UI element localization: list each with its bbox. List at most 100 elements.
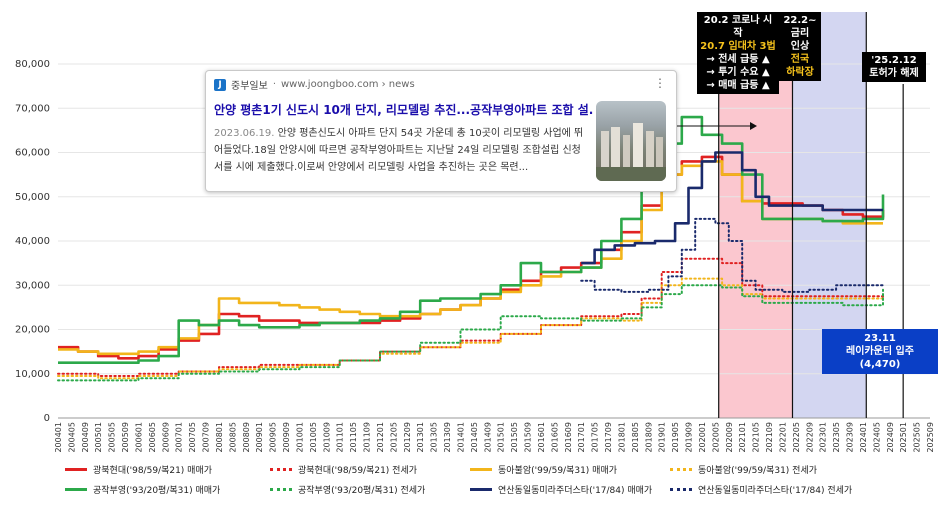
x-tick-label: 202305: [832, 422, 841, 453]
y-tick-label: 40,000: [15, 236, 50, 247]
permit-lift-annotation: '25.2.12 토허가 해제: [862, 52, 926, 82]
legend-swatch: [470, 488, 492, 491]
legend-swatch: [65, 468, 87, 471]
x-tick-label: 201201: [376, 422, 385, 453]
covid-annotation: 20.2 코로나 시작 20.7 임대차 3법 → 전세 급등 ▲ → 투기 수…: [697, 12, 779, 94]
news-title[interactable]: 안양 평촌1기 신도시 10개 단지, 리모델링 추진...공작부영아파트 조합…: [214, 103, 594, 117]
x-tick-label: 201705: [591, 422, 600, 453]
x-tick-label: 201501: [497, 422, 506, 453]
x-tick-label: 202501: [899, 422, 908, 453]
news-source: J 중부일보 · www.joongboo.com › news: [214, 77, 415, 92]
x-tick-label: 201605: [550, 422, 559, 453]
x-tick-label: 200809: [242, 422, 251, 453]
x-tick-label: 202509: [926, 422, 935, 453]
x-tick-label: 200709: [202, 422, 211, 453]
news-date: 2023.06.19.: [214, 128, 275, 139]
legend-swatch: [270, 468, 292, 471]
x-tick-label: 202109: [765, 422, 774, 453]
x-tick-label: 202309: [846, 422, 855, 453]
legend-item: 연산동일동미라주더스타('17/84) 전세가: [670, 483, 852, 496]
x-tick-label: 201809: [644, 422, 653, 453]
x-tick-label: 202201: [778, 422, 787, 453]
x-tick-label: 202105: [752, 422, 761, 453]
x-tick-label: 201409: [483, 422, 492, 453]
x-tick-label: 201301: [416, 422, 425, 453]
x-tick-label: 201205: [389, 422, 398, 453]
legend-item: 연산동일동미라주더스타('17/84) 매매가: [470, 483, 652, 496]
legend-item: 동아불암('99/59/복31) 전세가: [670, 463, 817, 476]
x-tick-label: 200905: [269, 422, 278, 453]
x-tick-label: 200901: [255, 422, 264, 453]
news-body: 안양 평촌신도시 아파트 단지 54곳 가운데 총 10곳이 리모델링 사업에 …: [214, 128, 584, 173]
x-tick-label: 200405: [67, 422, 76, 453]
x-tick-label: 201001: [295, 422, 304, 453]
x-tick-label: 200805: [228, 422, 237, 453]
x-tick-label: 202009: [725, 422, 734, 453]
x-tick-label: 201309: [443, 422, 452, 453]
legend-item: 공작부영('93/20평/복31) 전세가: [270, 483, 425, 496]
x-tick-label: 201009: [322, 422, 331, 453]
x-tick-label: 202005: [711, 422, 720, 453]
x-tick-label: 200705: [188, 422, 197, 453]
series-line: [58, 115, 885, 364]
series-line: [580, 217, 884, 293]
y-tick-label: 50,000: [15, 192, 50, 203]
x-tick-label: 202405: [872, 422, 881, 453]
x-tick-label: 202301: [819, 422, 828, 453]
callout-arrow-head: [750, 122, 757, 130]
series-line: [57, 257, 884, 377]
x-tick-label: 200409: [81, 422, 90, 453]
x-tick-label: 201701: [577, 422, 586, 453]
x-tick-label: 201109: [363, 422, 372, 453]
series-line: [58, 160, 883, 356]
y-tick-label: 80,000: [15, 59, 50, 70]
x-tick-label: 202505: [913, 422, 922, 453]
series-line: [57, 284, 884, 382]
news-url: www.joongboo.com › news: [281, 79, 415, 90]
more-vert-icon[interactable]: ⋮: [654, 76, 666, 90]
x-tick-label: 200505: [108, 422, 117, 453]
legend-swatch: [270, 488, 292, 491]
news-snippet: 2023.06.19. 안양 평촌신도시 아파트 단지 54곳 가운데 총 10…: [214, 125, 589, 176]
legend-swatch: [670, 468, 692, 471]
x-tick-label: 200701: [175, 422, 184, 453]
x-tick-label: 202401: [859, 422, 868, 453]
x-tick-label: 201801: [617, 422, 626, 453]
x-tick-label: 201905: [671, 422, 680, 453]
y-tick-label: 30,000: [15, 280, 50, 291]
x-tick-label: 200801: [215, 422, 224, 453]
x-tick-label: 202101: [738, 422, 747, 453]
legend-swatch: [670, 488, 692, 491]
x-tick-label: 201209: [403, 422, 412, 453]
x-tick-label: 202001: [698, 422, 707, 453]
move-in-annotation: 23.11 레이카운티 입주(4,470): [822, 329, 938, 374]
news-thumbnail-image[interactable]: [596, 101, 666, 181]
rate-hike-annotation: 22.2~ 금리 인상 전국 하락장: [779, 12, 821, 81]
x-tick-label: 200401: [54, 422, 63, 453]
x-tick-label: 200509: [121, 422, 130, 453]
x-tick-label: 201901: [658, 422, 667, 453]
y-tick-label: 60,000: [15, 148, 50, 159]
news-source-name: 중부일보: [231, 81, 268, 92]
x-tick-label: 202205: [792, 422, 801, 453]
x-tick-label: 201005: [309, 422, 318, 453]
y-tick-label: 10,000: [15, 369, 50, 380]
x-tick-label: 201105: [349, 422, 358, 453]
x-tick-label: 202209: [805, 422, 814, 453]
x-tick-label: 201509: [524, 422, 533, 453]
x-tick-label: 201709: [604, 422, 613, 453]
legend-swatch: [470, 468, 492, 471]
series-line: [581, 151, 883, 265]
x-tick-label: 201909: [685, 422, 694, 453]
x-tick-label: 200609: [161, 422, 170, 453]
x-tick-label: 201101: [336, 422, 345, 453]
x-tick-label: 202409: [886, 422, 895, 453]
legend-swatch: [65, 488, 87, 491]
x-tick-label: 200601: [134, 422, 143, 453]
legend-item: 공작부영('93/20평/복31) 매매가: [65, 483, 220, 496]
legend-item: 광북현대('98/59/복21) 매매가: [65, 463, 212, 476]
x-tick-label: 201505: [510, 422, 519, 453]
x-tick-label: 201305: [430, 422, 439, 453]
news-card[interactable]: J 중부일보 · www.joongboo.com › news ⋮ 안양 평촌…: [205, 70, 677, 192]
legend-item: 동아불암('99/59/복31) 매매가: [470, 463, 617, 476]
